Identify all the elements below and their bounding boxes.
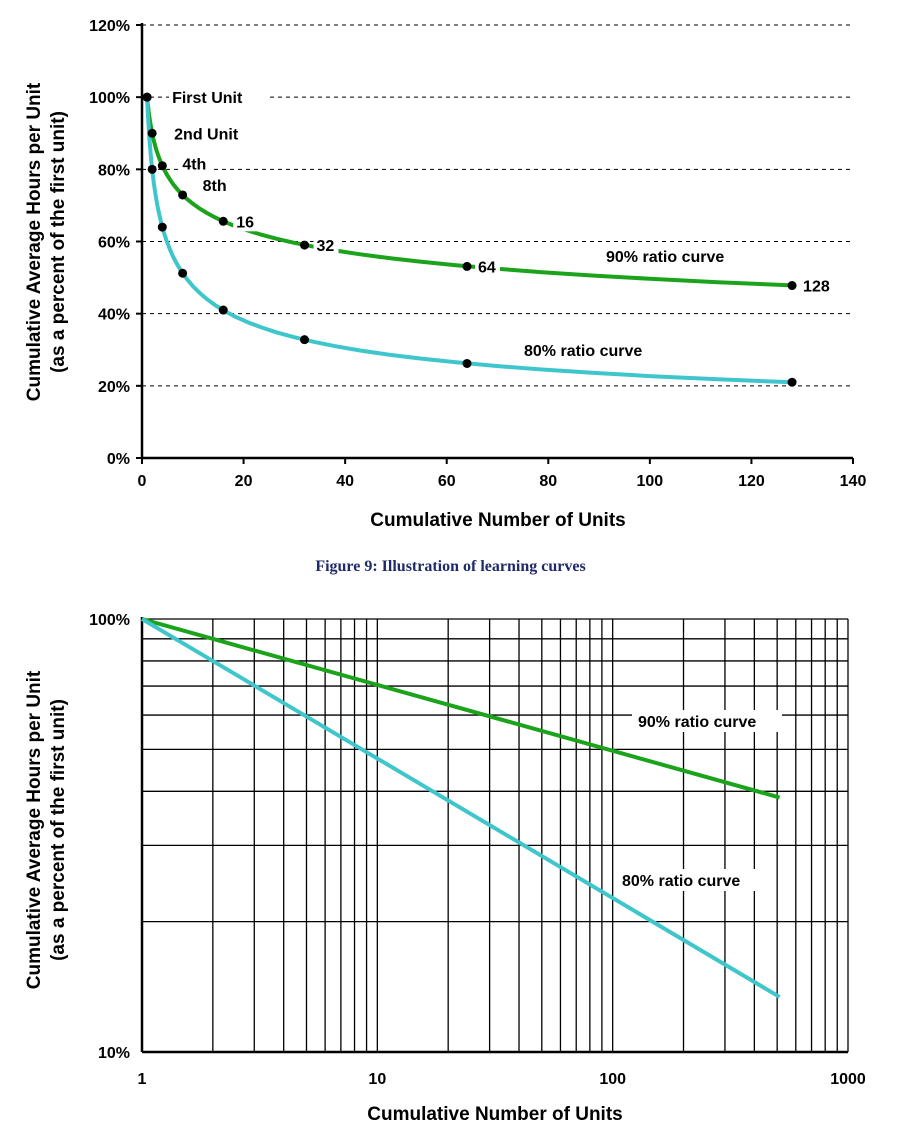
- data-point: [178, 268, 188, 278]
- data-point: [300, 335, 310, 345]
- series-label-80: 80% ratio curve: [622, 873, 740, 890]
- series-label-bg: [632, 710, 782, 732]
- y-tick-label: 80%: [98, 162, 130, 179]
- series-label-bg: [616, 869, 766, 891]
- annotation-bg: [233, 213, 259, 232]
- data-point: [142, 92, 152, 102]
- data-point: [787, 377, 797, 387]
- x-tick-label: 100: [637, 473, 664, 490]
- y-tick-label: 120%: [89, 18, 130, 35]
- point-annotation: 2nd Unit: [174, 126, 239, 143]
- y-tick-label: 40%: [98, 307, 130, 324]
- x-tick-label: 100: [599, 1071, 626, 1088]
- x-tick-label: 0: [138, 473, 147, 490]
- y-axis-title: Cumulative Average Hours per Unit: [24, 670, 45, 989]
- x-axis-title: Cumulative Number of Units: [367, 1104, 622, 1125]
- x-tick-label: 20: [235, 473, 253, 490]
- y-tick-label: 100%: [89, 612, 130, 629]
- point-annotation: 32: [317, 238, 335, 255]
- data-point: [300, 240, 310, 250]
- annotation-bg: [475, 258, 501, 277]
- point-annotation: 128: [803, 279, 830, 296]
- series-line: [145, 97, 793, 288]
- y-tick-label: 10%: [98, 1045, 130, 1062]
- annotation-bg: [171, 125, 254, 144]
- data-point: [157, 222, 167, 232]
- x-tick-label: 1: [138, 1071, 147, 1088]
- learning-curve-linear-chart: 0% 20% 40% 60% 80% 100% 120% 0 20 40 60 80 100 120 140…: [24, 18, 867, 531]
- y-axis-subtitle: (as a percent of the first unit): [48, 699, 69, 961]
- annotation-bg: [313, 237, 339, 256]
- data-point: [462, 261, 472, 271]
- y-axis-subtitle: (as a percent of the first unit): [48, 111, 69, 373]
- point-annotation: 4th: [182, 157, 206, 174]
- x-tick-label: 10: [368, 1071, 386, 1088]
- data-point: [147, 164, 157, 174]
- data-point: [462, 358, 472, 368]
- annotation-bg: [169, 89, 271, 108]
- x-tick-label: 140: [840, 473, 867, 490]
- learning-curve-loglog-chart: 1 10 100 1000 10% 100% 90% ratio curve 80% rati…: [24, 612, 866, 1125]
- data-point: [218, 305, 228, 315]
- x-tick-label: 80: [539, 473, 557, 490]
- point-annotation: First Unit: [172, 90, 243, 107]
- data-point: [218, 216, 228, 226]
- y-tick-label: 100%: [89, 90, 130, 107]
- y-tick-label: 60%: [98, 235, 130, 252]
- series-line: [141, 617, 781, 800]
- y-axis-title: Cumulative Average Hours per Unit: [24, 82, 45, 401]
- annotation-bg: [179, 155, 214, 174]
- annotation-bg: [199, 176, 235, 195]
- figure-caption: Figure 9: Illustration of learning curve…: [315, 558, 586, 575]
- series-line: [140, 617, 781, 999]
- series-label-90: 90% ratio curve: [606, 249, 724, 266]
- x-tick-label: 40: [336, 473, 354, 490]
- data-point: [157, 161, 167, 171]
- point-annotation: 8th: [203, 178, 227, 195]
- point-annotation: 64: [478, 259, 496, 276]
- series-line: [145, 97, 793, 385]
- data-point: [147, 128, 157, 138]
- y-tick-label: 20%: [98, 379, 130, 396]
- data-point: [787, 281, 797, 291]
- x-axis-title: Cumulative Number of Units: [370, 510, 625, 531]
- x-tick-label: 120: [738, 473, 765, 490]
- annotation-bg: [800, 277, 835, 296]
- data-point: [178, 190, 188, 200]
- point-annotation: 16: [236, 214, 254, 231]
- x-tick-label: 1000: [830, 1071, 866, 1088]
- series-label-80: 80% ratio curve: [524, 343, 642, 360]
- x-tick-label: 60: [438, 473, 456, 490]
- series-label-90: 90% ratio curve: [638, 714, 756, 731]
- y-tick-label: 0%: [107, 451, 130, 468]
